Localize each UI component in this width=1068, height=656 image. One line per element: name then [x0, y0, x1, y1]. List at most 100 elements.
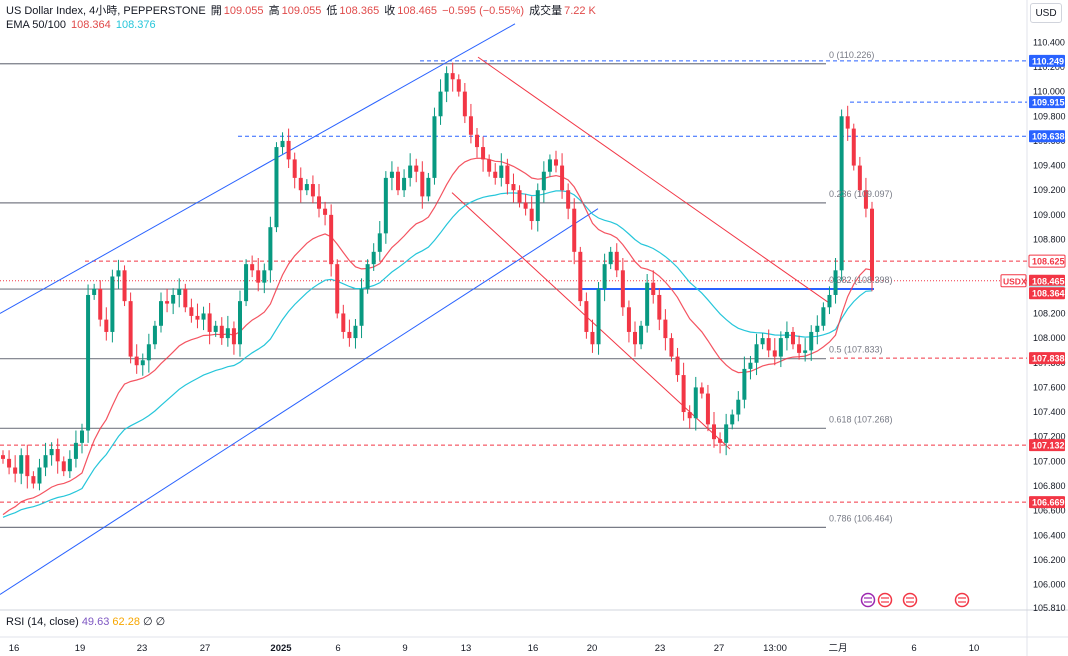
- candle-body: [420, 171, 425, 197]
- rsi-legend[interactable]: RSI (14, close) 49.63 62.28 ∅ ∅: [6, 615, 165, 628]
- price-tick-label: 109.400: [1033, 161, 1066, 171]
- candle-body: [760, 338, 765, 345]
- candle-body: [177, 288, 182, 295]
- price-label-text: 109.915: [1032, 98, 1065, 108]
- candle-body: [554, 159, 558, 166]
- time-axis: 16 19 23 27 2025 6 9 13 16 20 23 27 13:00 二月 6 10: [9, 643, 980, 654]
- candle-body: [219, 325, 224, 339]
- time-tick-label: 二月: [828, 643, 847, 654]
- candle-body: [159, 301, 163, 326]
- candle-body: [231, 328, 236, 345]
- candle-body: [80, 430, 84, 443]
- price-tick-label: 108.800: [1033, 235, 1066, 245]
- candle-body: [201, 313, 206, 320]
- candle-body: [839, 116, 844, 271]
- candle-body: [213, 325, 218, 332]
- candle-body: [572, 208, 577, 252]
- candle-body: [803, 350, 808, 353]
- currency-button[interactable]: USD: [1030, 3, 1062, 23]
- price-label-box: [1029, 96, 1065, 109]
- candle-body: [851, 128, 856, 166]
- candle-body: [1, 455, 5, 459]
- time-tick-label: 13:00: [763, 643, 787, 654]
- candle-body: [165, 301, 170, 304]
- candle-body: [870, 208, 874, 281]
- price-tick-label: 108.200: [1033, 308, 1066, 318]
- time-tick-label: 23: [137, 643, 148, 654]
- low-label: 低: [326, 5, 338, 17]
- candle-body: [505, 165, 510, 185]
- candlesticks: [1, 62, 874, 491]
- candle-body: [468, 116, 473, 135]
- economic-event-icon[interactable]: [860, 592, 876, 608]
- price-tick-label: 105.810: [1033, 603, 1066, 613]
- price-tick-label: 106.800: [1033, 481, 1066, 491]
- candle-body: [146, 344, 151, 361]
- candle-body: [712, 424, 716, 440]
- candle-body: [55, 449, 60, 462]
- candle-body: [61, 461, 66, 472]
- candle-body: [31, 476, 36, 484]
- symbol-title: US Dollar Index, 4小時, PEPPERSTONE: [6, 5, 206, 17]
- economic-event-icon[interactable]: [902, 592, 918, 608]
- candle-body: [718, 439, 723, 443]
- candle-body: [438, 91, 443, 117]
- candle-body: [292, 159, 297, 178]
- candle-body: [128, 301, 133, 357]
- close-value: 108.465: [397, 5, 438, 17]
- price-tick-label: 108.000: [1033, 333, 1066, 343]
- economic-event-icon[interactable]: [954, 592, 970, 608]
- candle-body: [408, 165, 413, 178]
- price-labels: 110.249 109.915 109.638 108.625 108.465 USDX 1…: [1000, 54, 1066, 509]
- economic-event-icon[interactable]: [877, 592, 893, 608]
- price-label-box: [1029, 496, 1065, 509]
- price-label-text: 110.249: [1032, 56, 1064, 66]
- high-value: 109.055: [281, 5, 322, 17]
- candle-body: [523, 202, 528, 209]
- ema50-line: [2, 157, 873, 516]
- candle-body: [250, 264, 255, 271]
- candle-body: [778, 338, 783, 357]
- candle-body: [92, 288, 97, 295]
- candle-body: [323, 208, 328, 215]
- volume-value: 7.22 K: [564, 5, 596, 17]
- candle-body: [389, 171, 394, 178]
- price-label-box: [1029, 274, 1065, 287]
- open-value: 109.055: [223, 5, 264, 17]
- candle-body: [347, 331, 352, 339]
- candle-body: [19, 455, 24, 474]
- ema-legend[interactable]: EMA 50/100 108.364 108.376: [6, 18, 158, 32]
- candle-body: [730, 414, 735, 425]
- rsi-lower-empty: ∅: [155, 616, 166, 628]
- event-icon-circle: [902, 592, 918, 608]
- candle-body: [310, 184, 315, 197]
- fib-level-label: 0.382 (108.398): [829, 275, 893, 285]
- event-icons: [860, 592, 970, 608]
- candle-body: [304, 184, 309, 191]
- candle-body: [699, 387, 704, 394]
- candle-body: [359, 288, 364, 326]
- candle-body: [675, 356, 680, 376]
- candle-body: [517, 190, 522, 203]
- candle-body: [566, 190, 571, 209]
- price-label-box: [1029, 439, 1065, 452]
- candle-body: [371, 251, 376, 265]
- descending-channel-upper: [477, 56, 831, 305]
- candle-body: [857, 165, 862, 191]
- symbol-tag-text: USDX: [1003, 276, 1027, 286]
- candle-body: [110, 276, 115, 332]
- candle-body: [450, 73, 455, 80]
- candle-body: [353, 325, 358, 339]
- candle-body: [663, 319, 668, 339]
- candle-body: [207, 313, 212, 332]
- candle-body: [189, 307, 194, 316]
- candle-body: [329, 214, 334, 265]
- event-icon-circle: [860, 592, 876, 608]
- candle-body: [724, 424, 729, 443]
- time-tick-label: 16: [9, 643, 20, 654]
- ema100-line: [2, 190, 873, 518]
- candle-body: [766, 338, 771, 351]
- horizontal-levels: [0, 60, 1027, 529]
